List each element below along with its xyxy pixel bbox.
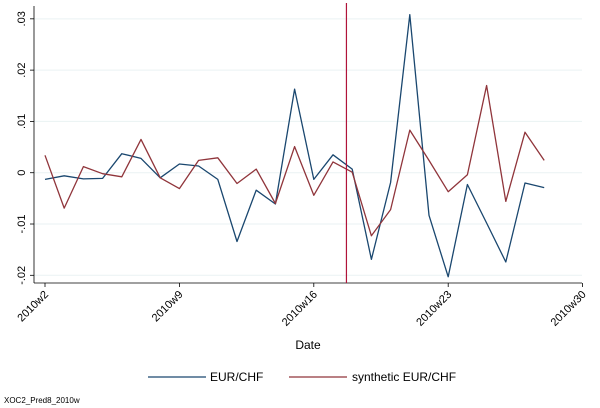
series-lines [44,14,545,278]
legend-label-eurchf: EUR/CHF [210,370,263,384]
legend-label-synthetic: synthetic EUR/CHF [352,370,456,384]
y-tick-label-2: 0 [16,170,28,176]
chart-note: XOC2_Pred8_2010w [4,396,80,405]
y-tick-label-4: .02 [16,62,28,77]
series-line-eurchf [44,14,545,278]
y-tick-label-3: .01 [16,114,28,129]
series-line-synthetic-eurchf [44,84,545,237]
legend: EUR/CHF synthetic EUR/CHF [148,370,456,384]
y-tick-label-0: -.02 [16,266,28,285]
y-tick-label-1: -.01 [16,215,28,234]
gridlines [34,18,582,276]
y-tick-label-5: .03 [16,11,28,26]
y-axis-ticks: -.02 -.01 0 .01 .02 .03 [16,11,34,285]
x-axis-title: Date [295,338,321,352]
